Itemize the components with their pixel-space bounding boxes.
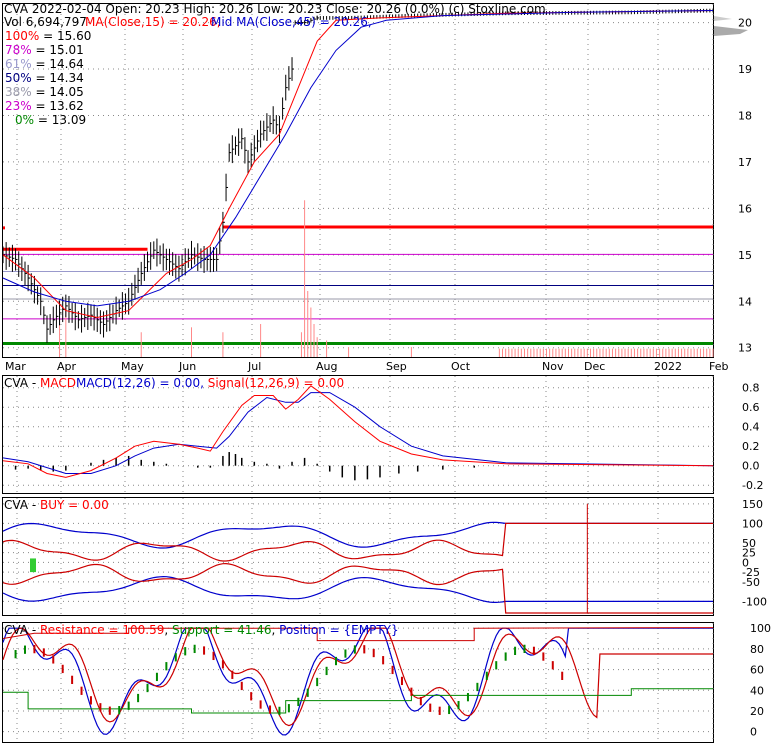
fib-label: 0% = 13.09 (15, 113, 86, 127)
price-x-tick-label: Mar (5, 360, 26, 373)
fib-label: 50% = 14.34 (5, 71, 84, 85)
volume-bars (59, 200, 714, 357)
price-x-tick-label: Dec (584, 360, 605, 373)
price-y-tick-label: 14 (738, 295, 752, 308)
ma45-text: Mid MA(Close,45) = 20.26, (211, 15, 372, 29)
price-y-tick-label: 13 (738, 342, 752, 355)
buy-y-tick-label: 50 (742, 537, 756, 550)
macd-y-tick-label: 0.4 (742, 421, 760, 434)
price-x-tick-label: Sep (386, 360, 407, 373)
ma15-text: MA(Close,15) = 20.26, (85, 15, 221, 29)
price-x-tick-label: Aug (316, 360, 337, 373)
buy-y-tick-label: 100 (742, 517, 763, 530)
fib-label: 61% = 14.64 (5, 57, 84, 71)
buy-y-tick-label: -25 (742, 566, 760, 579)
buy-upper-red (2, 522, 713, 562)
resistance-y-tick-label: 0 (750, 726, 757, 739)
resistance-y-tick-label: 40 (750, 684, 764, 697)
price-y-tick-label: 18 (738, 109, 752, 122)
resistance-y-tick-label: 20 (750, 705, 764, 718)
macd-y-tick-label: -0.2 (742, 479, 763, 492)
price-x-tick-label: Feb (709, 360, 728, 373)
buy-label: CVA - BUY = 0.00 (4, 498, 109, 512)
volume-text: Vol 6,694,797 (4, 15, 87, 29)
price-x-tick-label: 2022 (654, 360, 682, 373)
price-y-tick-label: 17 (738, 156, 752, 169)
price-x-tick-label: Apr (57, 360, 77, 373)
price-y-tick-label: 15 (738, 249, 752, 262)
buy-lower-red (2, 562, 713, 614)
volume-profile (714, 16, 732, 21)
price-x-tick-label: Jun (178, 360, 196, 373)
macd-label: CVA - MACDMACD(12,26) = 0.00, Signal(12,… (4, 376, 344, 390)
buy-y-tick-label: 150 (742, 498, 763, 511)
volume-profile (714, 26, 748, 36)
price-y-tick-label: 20 (738, 17, 752, 30)
macd-series (2, 385, 714, 481)
macd-y-tick-label: 0.2 (742, 440, 760, 453)
fib-label: 78% = 15.01 (5, 43, 84, 57)
fib-label: 100% = 15.60 (5, 29, 91, 43)
buy-panel-frame (2, 497, 714, 616)
panel-labels: CVA - MACDMACD(12,26) = 0.00, Signal(12,… (4, 376, 399, 637)
ma15-line (2, 10, 714, 319)
macd-panel-frame (2, 375, 714, 494)
resistance-y-tick-label: 100 (750, 622, 771, 635)
price-x-tick-label: Nov (542, 360, 564, 373)
header-line: CVA 2022-02-04 Open: 20.23 High: 20.26 L… (4, 2, 546, 16)
panel-frames (2, 3, 714, 743)
macd-y-tick-label: 0.8 (742, 382, 760, 395)
buy-signal-marker (30, 558, 36, 573)
chart-header: CVA 2022-02-04 Open: 20.23 High: 20.26 L… (4, 2, 546, 29)
buy-y-tick-label: 0 (742, 556, 749, 569)
macd-signal-line (2, 392, 714, 474)
resistance-line (2, 627, 713, 727)
price-y-tick-label: 19 (738, 63, 752, 76)
price-x-tick-label: Jul (247, 360, 261, 373)
grid-lines (3, 4, 714, 742)
macd-line (2, 385, 714, 478)
resistance-label: CVA - Resistance = 100.59, Support = 41.… (4, 623, 399, 637)
resistance-series (2, 627, 714, 736)
price-x-tick-label: Oct (451, 360, 471, 373)
price-panel-frame (2, 3, 714, 358)
fib-label: 38% = 14.05 (5, 85, 84, 99)
axis-labels: 13 14 15 16 17 18 19 20 Mar Apr May Jun Jul Aug Sep Oct… (5, 17, 771, 739)
price-x-tick-label: May (121, 360, 144, 373)
buy-lower-blue (2, 575, 713, 603)
buy-y-tick-label: 25 (742, 547, 756, 560)
price-y-tick-label: 16 (738, 202, 752, 215)
price-series (2, 8, 748, 343)
buy-y-tick-label: -100 (742, 595, 767, 608)
macd-y-tick-label: 0.6 (742, 401, 760, 414)
resistance-step (2, 627, 714, 642)
fibonacci-lines (3, 225, 713, 346)
macd-y-tick-label: 0.0 (742, 460, 760, 473)
resistance-y-tick-label: 80 (750, 643, 764, 656)
buy-y-tick-label: -50 (742, 576, 760, 589)
ma45-line (2, 10, 714, 307)
resistance-y-tick-label: 60 (750, 664, 764, 677)
fib-label: 23% = 13.62 (5, 99, 84, 113)
buy-series (2, 503, 713, 614)
support-step (3, 688, 713, 714)
resistance-panel-frame (2, 622, 714, 743)
